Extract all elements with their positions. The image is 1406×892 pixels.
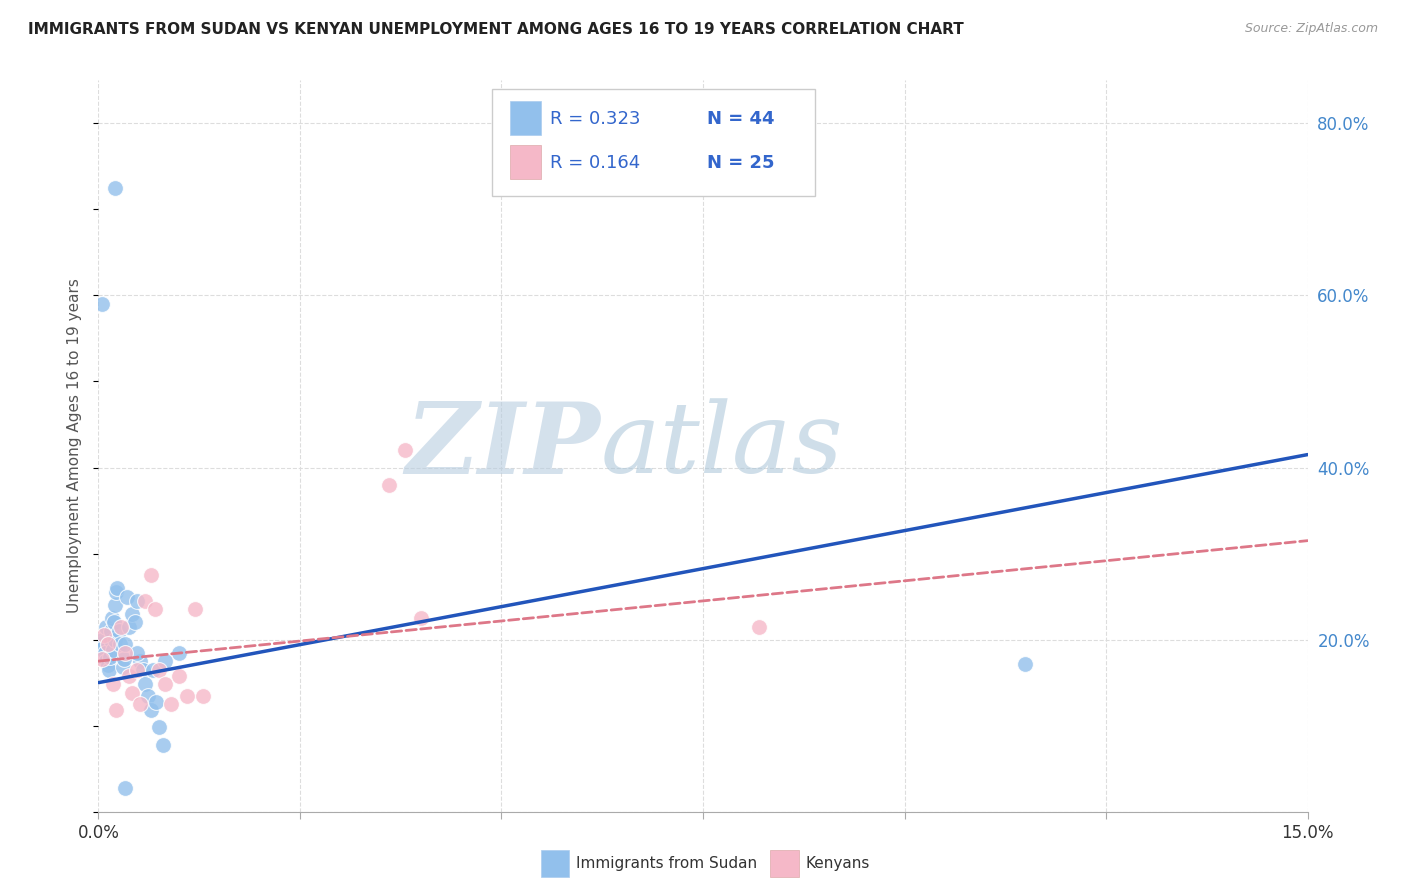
- Point: [97, 658, 120, 673]
- Point: [1014, 657, 1036, 671]
- Point: [105, 585, 128, 599]
- Point: [100, 632, 122, 647]
- Point: [138, 689, 160, 703]
- Point: [118, 669, 141, 683]
- Point: [127, 646, 149, 660]
- Point: [114, 637, 136, 651]
- Point: [153, 654, 176, 668]
- Point: [105, 703, 128, 717]
- Point: [97, 663, 120, 677]
- Point: [377, 477, 399, 491]
- Point: [110, 620, 132, 634]
- Point: [143, 602, 166, 616]
- Point: [115, 590, 138, 604]
- Point: [129, 654, 152, 668]
- Point: [101, 611, 124, 625]
- Point: [145, 695, 167, 709]
- Point: [114, 646, 136, 660]
- Point: [94, 646, 117, 660]
- Point: [148, 663, 170, 677]
- Point: [134, 594, 156, 608]
- Point: [129, 697, 152, 711]
- Text: ZIP: ZIP: [405, 398, 600, 494]
- Point: [167, 646, 190, 660]
- Text: Kenyans: Kenyans: [806, 856, 870, 871]
- Point: [96, 654, 118, 668]
- Point: [148, 720, 170, 734]
- Text: atlas: atlas: [600, 399, 844, 493]
- Point: [748, 620, 770, 634]
- Point: [124, 615, 146, 630]
- Point: [100, 624, 122, 638]
- Point: [139, 568, 162, 582]
- Text: R = 0.164: R = 0.164: [550, 154, 640, 172]
- Point: [160, 697, 183, 711]
- Point: [176, 689, 198, 703]
- Text: IMMIGRANTS FROM SUDAN VS KENYAN UNEMPLOYMENT AMONG AGES 16 TO 19 YEARS CORRELATI: IMMIGRANTS FROM SUDAN VS KENYAN UNEMPLOY…: [28, 22, 965, 37]
- Point: [142, 663, 165, 677]
- Point: [167, 669, 190, 683]
- Point: [103, 632, 125, 647]
- Point: [97, 637, 120, 651]
- Point: [91, 632, 114, 647]
- Point: [114, 780, 136, 795]
- Point: [127, 663, 149, 677]
- Point: [107, 624, 129, 638]
- Point: [91, 297, 114, 311]
- Point: [193, 689, 215, 703]
- Point: [101, 677, 124, 691]
- Point: [93, 628, 115, 642]
- Point: [132, 663, 155, 677]
- Text: Immigrants from Sudan: Immigrants from Sudan: [576, 856, 758, 871]
- Point: [139, 703, 162, 717]
- Point: [103, 615, 125, 630]
- Point: [112, 651, 135, 665]
- Point: [91, 641, 114, 656]
- Point: [90, 651, 112, 665]
- Text: N = 44: N = 44: [707, 110, 775, 128]
- Text: N = 25: N = 25: [707, 154, 775, 172]
- Point: [104, 598, 127, 612]
- Point: [409, 611, 432, 625]
- Point: [121, 686, 143, 700]
- Y-axis label: Unemployment Among Ages 16 to 19 years: Unemployment Among Ages 16 to 19 years: [67, 278, 83, 614]
- Point: [90, 637, 112, 651]
- Point: [105, 581, 128, 595]
- Point: [127, 594, 149, 608]
- Text: R = 0.323: R = 0.323: [550, 110, 640, 128]
- Point: [103, 181, 125, 195]
- Point: [96, 620, 118, 634]
- Point: [152, 738, 174, 752]
- Point: [111, 660, 134, 674]
- Point: [108, 637, 131, 651]
- Point: [98, 649, 121, 664]
- Point: [394, 443, 416, 458]
- Point: [101, 643, 124, 657]
- Point: [153, 677, 176, 691]
- Point: [184, 602, 207, 616]
- Point: [118, 620, 141, 634]
- Point: [121, 607, 143, 621]
- Text: Source: ZipAtlas.com: Source: ZipAtlas.com: [1244, 22, 1378, 36]
- Point: [134, 677, 156, 691]
